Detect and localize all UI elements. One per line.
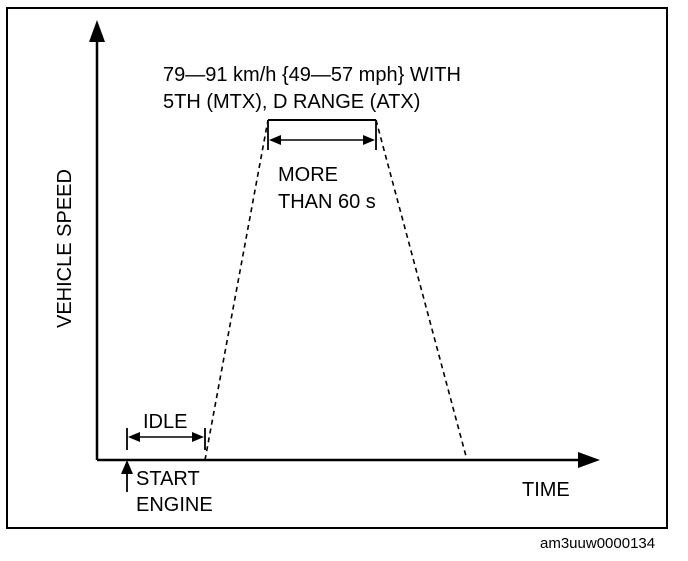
duration-label-line1: MORE [278, 164, 338, 186]
start-label-line1: START [136, 468, 200, 490]
start-label-line2: ENGINE [136, 494, 213, 516]
gear-condition-label: 5TH (MTX), D RANGE (ATX) [163, 91, 420, 113]
speed-condition-label: 79—91 km/h {49—57 mph} WITH [163, 64, 461, 86]
duration-arrow-left [269, 135, 281, 145]
y-axis-arrowhead [89, 20, 105, 42]
duration-arrow-right [363, 135, 375, 145]
diagram-frame [6, 7, 668, 529]
duration-label-line2: THAN 60 s [278, 191, 376, 213]
idle-arrow-left [128, 432, 140, 442]
start-engine-arrowhead [121, 460, 133, 474]
x-axis-label: TIME [522, 479, 570, 501]
y-axis-label: VEHICLE SPEED [54, 169, 76, 328]
x-axis-arrowhead [578, 452, 600, 468]
reference-code: am3uuw0000134 [540, 535, 655, 552]
idle-label: IDLE [143, 411, 187, 433]
deceleration-ramp [375, 119, 468, 461]
idle-arrow-right [192, 432, 204, 442]
acceleration-ramp [204, 119, 269, 461]
